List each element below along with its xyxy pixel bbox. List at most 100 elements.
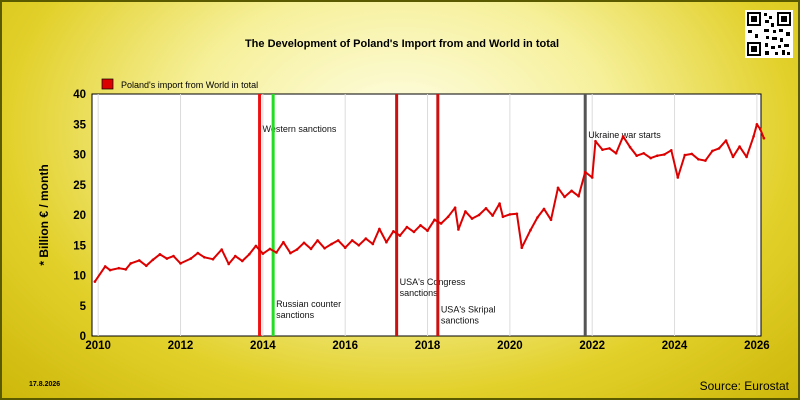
data-point: [704, 159, 707, 162]
data-point: [378, 227, 381, 231]
data-point: [762, 136, 766, 140]
data-point: [498, 202, 501, 205]
data-point: [309, 247, 313, 251]
data-point: [330, 242, 333, 246]
data-point: [731, 155, 735, 159]
data-point: [563, 195, 566, 199]
y-tick-label: 25: [73, 180, 86, 192]
data-point: [234, 254, 237, 258]
data-point: [364, 237, 368, 240]
data-point: [371, 242, 375, 246]
event-label: Russian counter: [276, 299, 341, 309]
data-point: [542, 207, 546, 211]
y-tick-label: 35: [73, 119, 86, 131]
x-tick-label: 2026: [744, 340, 770, 352]
data-point: [433, 218, 436, 222]
data-point: [649, 156, 652, 160]
data-point: [117, 266, 121, 270]
data-point: [254, 244, 258, 248]
data-point: [172, 254, 175, 258]
data-point: [621, 135, 625, 138]
data-point: [419, 224, 422, 227]
x-tick-label: 2012: [168, 340, 194, 352]
event-label: Western sanctions: [263, 124, 337, 134]
data-point: [158, 253, 162, 256]
y-axis-label: * Billion € / month: [37, 164, 51, 265]
legend: Poland's import from World in total: [101, 78, 258, 90]
data-point: [515, 212, 519, 216]
series-line: [94, 123, 765, 283]
legend-label: Poland's import from World in total: [121, 80, 258, 90]
data-point: [594, 139, 597, 143]
y-tick-label: 15: [73, 240, 86, 252]
data-point: [642, 152, 645, 155]
y-tick-label: 10: [73, 271, 86, 283]
y-tick-label: 0: [80, 331, 86, 343]
data-point: [484, 207, 488, 210]
data-point: [457, 228, 460, 231]
data-point: [663, 153, 666, 156]
data-point: [470, 217, 474, 220]
data-point: [724, 139, 728, 142]
x-tick-label: 2022: [579, 340, 605, 352]
data-point: [220, 248, 223, 251]
data-point: [676, 176, 680, 179]
data-point: [717, 147, 721, 150]
data-point: [570, 189, 573, 193]
plot-area: [91, 93, 762, 337]
data-point: [556, 186, 560, 190]
data-point: [446, 215, 450, 219]
data-point: [323, 247, 326, 250]
data-point: [439, 222, 443, 225]
legend-swatch: [101, 78, 114, 90]
data-point: [520, 246, 524, 249]
data-point: [614, 152, 618, 155]
data-point: [491, 214, 494, 217]
data-point: [508, 213, 512, 216]
data-point: [477, 213, 481, 217]
data-point: [583, 170, 587, 174]
data-point: [336, 239, 340, 242]
event-label: USA's Congress: [400, 277, 466, 287]
y-tick-label: 30: [73, 150, 86, 162]
event-label: Ukraine war starts: [588, 130, 661, 140]
y-tick-label: 5: [80, 301, 87, 313]
data-point: [608, 147, 611, 150]
series-group: [93, 123, 766, 283]
y-tick-label: 20: [73, 210, 86, 222]
data-point: [385, 240, 388, 244]
data-point: [635, 154, 638, 157]
data-point: [241, 259, 244, 263]
data-point: [103, 265, 107, 268]
data-point: [453, 206, 457, 209]
event-label: sanctions: [276, 310, 315, 320]
data-point: [138, 259, 141, 262]
data-point: [189, 257, 193, 260]
data-point: [179, 262, 182, 265]
data-point: [670, 149, 673, 152]
data-point: [108, 268, 112, 272]
data-point: [529, 228, 532, 232]
data-point: [745, 155, 748, 159]
data-point: [464, 210, 467, 213]
data-point: [227, 262, 230, 266]
data-point: [261, 252, 265, 255]
data-point: [501, 215, 505, 219]
data-point: [628, 145, 632, 149]
data-point: [203, 256, 206, 259]
data-point: [426, 229, 429, 232]
qr-code-icon: [745, 10, 793, 58]
data-point: [398, 234, 402, 237]
data-point: [275, 251, 278, 254]
data-point: [282, 240, 285, 244]
data-point: [683, 153, 687, 157]
event-label: sanctions: [441, 315, 480, 325]
data-point: [350, 239, 354, 242]
data-point: [590, 176, 594, 179]
data-point: [357, 244, 361, 247]
data-point: [392, 230, 395, 233]
data-point: [412, 230, 416, 234]
data-point: [145, 264, 148, 268]
